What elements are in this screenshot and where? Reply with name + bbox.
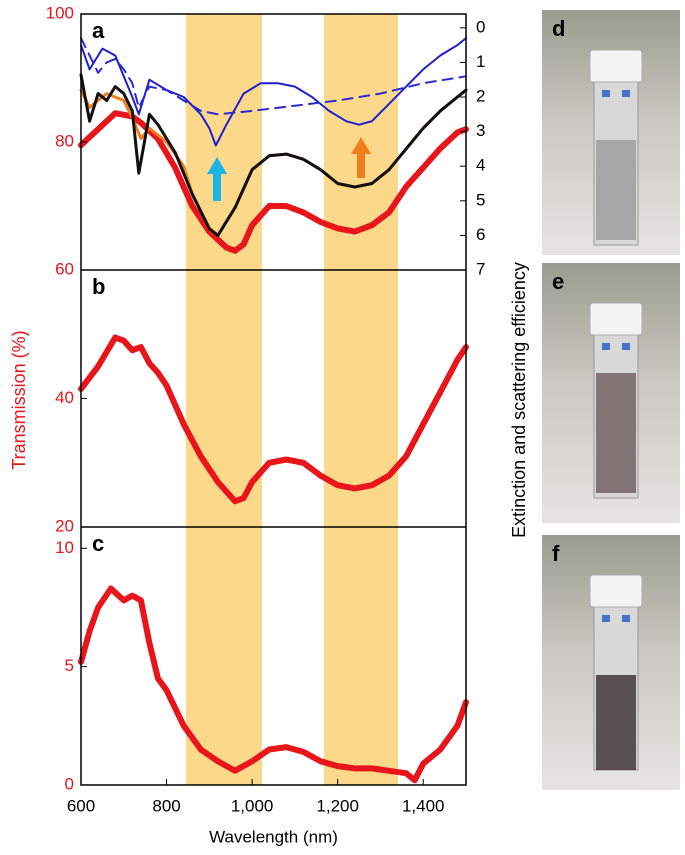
- liquid: [596, 140, 636, 240]
- arrow-head: [207, 157, 227, 174]
- y-tick-label: 5: [65, 656, 74, 675]
- plot-frame: [80, 13, 467, 786]
- liquid: [596, 373, 636, 493]
- highlight-band: [323, 14, 398, 785]
- y-tick-label: 40: [55, 388, 74, 407]
- y-tick-label: 0: [65, 774, 74, 793]
- y2-tick-label: 2: [476, 87, 485, 106]
- arrows: [207, 137, 371, 201]
- photo-label: f: [552, 541, 560, 566]
- liquid: [596, 675, 636, 770]
- y2-tick-label: 7: [476, 259, 485, 278]
- y2-tick-label: 3: [476, 121, 485, 140]
- line-series: [78, 110, 469, 254]
- cuvette: [589, 302, 643, 499]
- cuvette: [589, 49, 643, 246]
- mark: [602, 90, 610, 97]
- line-series: [80, 37, 467, 116]
- x-tick-label: 1,400: [402, 796, 445, 815]
- y2-axis-label: Extinction and scattering efficiency: [509, 262, 529, 538]
- panel-label: a: [92, 18, 105, 43]
- line-series: [79, 73, 468, 237]
- line-series: [78, 334, 469, 505]
- y-tick-label: 100: [46, 3, 74, 22]
- bands: [185, 14, 398, 785]
- panel-label: c: [92, 531, 104, 556]
- line-series: [78, 585, 469, 784]
- arrow-head: [351, 137, 371, 154]
- y2-tick-label: 0: [476, 17, 485, 36]
- cap: [589, 49, 643, 83]
- cuvette: [589, 574, 643, 771]
- y-tick-label: 10: [55, 538, 74, 557]
- frame: [80, 13, 467, 786]
- photo: d: [542, 10, 680, 255]
- x-tick-label: 800: [152, 796, 180, 815]
- y2-tick-label: 5: [476, 190, 485, 209]
- x-axis-label: Wavelength (nm): [209, 827, 338, 846]
- y2-tick-label: 6: [476, 225, 485, 244]
- x-tick-label: 1,000: [231, 796, 274, 815]
- mark: [622, 343, 630, 350]
- mark: [602, 343, 610, 350]
- x-tick-label: 600: [67, 796, 95, 815]
- y-tick-label: 80: [55, 131, 74, 150]
- photo-label: d: [552, 16, 566, 41]
- photo-label: e: [552, 269, 565, 294]
- y-tick-label: 20: [55, 516, 74, 535]
- cap: [589, 302, 643, 336]
- arrow-shaft: [357, 152, 365, 178]
- photo: f: [542, 535, 680, 790]
- arrow-shaft: [213, 172, 221, 201]
- highlight-band: [185, 14, 262, 785]
- mark: [602, 615, 610, 622]
- mark: [622, 90, 630, 97]
- x-tick-label: 1,200: [316, 796, 359, 815]
- panel-label: b: [92, 274, 105, 299]
- cap: [589, 574, 643, 608]
- y-tick-label: 60: [55, 259, 74, 278]
- photo: e: [542, 263, 680, 523]
- y2-tick-label: 4: [476, 156, 485, 175]
- plots: [78, 37, 469, 784]
- line-series: [80, 37, 467, 147]
- mark: [622, 615, 630, 622]
- y2-tick-label: 1: [476, 52, 485, 71]
- y-axis-label: Transmission (%): [9, 330, 29, 469]
